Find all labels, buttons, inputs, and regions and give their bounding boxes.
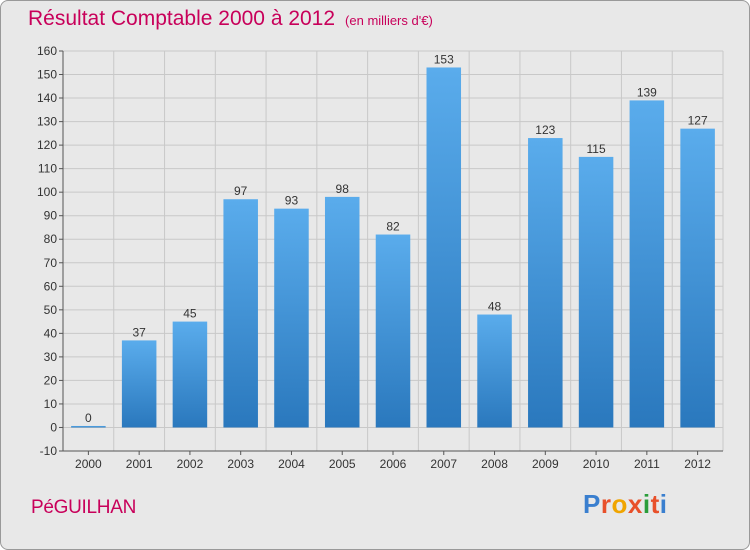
data-labels: 0 37 45 97 93 98 82 153 48 123 115 139 127: [85, 52, 708, 425]
y-tick-label: 160: [37, 44, 57, 58]
y-tick-label: 50: [44, 303, 58, 317]
x-tick-label: 2007: [430, 457, 457, 471]
logo-letter: P: [583, 489, 601, 519]
data-label: 82: [386, 220, 400, 234]
data-label: 139: [637, 85, 657, 99]
x-tick-label: 2001: [126, 457, 153, 471]
y-tick-label: 80: [44, 232, 58, 246]
data-label: 93: [285, 194, 299, 208]
x-tick-label: 2006: [380, 457, 407, 471]
chart-subtitle: (en milliers d'€): [345, 13, 433, 28]
y-tick-label: 100: [37, 185, 57, 199]
bar: [680, 128, 715, 428]
logo-letter: i: [659, 489, 668, 519]
data-label: 115: [587, 142, 606, 156]
bar: [223, 199, 258, 428]
x-tick-label: 2000: [75, 457, 102, 471]
data-label: 97: [234, 184, 248, 198]
chart-title-text: Résultat Comptable 2000 à 2012: [28, 7, 336, 30]
y-tick-label: 0: [50, 420, 57, 434]
bar: [528, 138, 563, 428]
data-label: 123: [535, 123, 555, 137]
bar: [121, 340, 157, 428]
x-tick-label: 2004: [278, 457, 305, 471]
logo-letter: r: [600, 489, 612, 519]
data-label: 127: [688, 114, 708, 128]
y-tick-label: 30: [44, 350, 58, 364]
bar: [71, 425, 106, 428]
data-label: 48: [488, 300, 502, 314]
y-tick-label: -10: [40, 444, 58, 458]
x-tick-label: 2005: [329, 457, 356, 471]
bar: [172, 321, 208, 428]
logo-letter: o: [611, 489, 628, 519]
data-label: 153: [434, 52, 454, 66]
x-tick-label: 2011: [634, 457, 660, 471]
x-tick-label: 2009: [532, 457, 559, 471]
y-tick-label: 110: [38, 162, 57, 176]
y-tick-label: 90: [44, 209, 58, 223]
bar: [274, 208, 309, 428]
proxiti-logo: Proxiti: [583, 489, 667, 520]
bar: [629, 100, 665, 428]
data-label: 0: [85, 411, 92, 425]
x-tick-label: 2008: [481, 457, 508, 471]
y-tick-label: 40: [44, 326, 58, 340]
bars: [71, 67, 715, 428]
logo-letter: i: [642, 489, 651, 519]
data-label: 98: [336, 182, 350, 196]
y-tick-label: 60: [44, 279, 58, 293]
bar: [578, 156, 614, 428]
y-tick-label: 140: [37, 91, 57, 105]
y-tick-label: 150: [37, 68, 57, 82]
x-tick-label: 2010: [583, 457, 610, 471]
commune-name: PéGUILHAN: [31, 497, 137, 518]
bar: [375, 234, 411, 428]
data-label: 45: [183, 307, 197, 321]
y-tick-label: 10: [44, 397, 58, 411]
x-tick-label: 2012: [684, 457, 711, 471]
y-tick-label: 70: [44, 256, 58, 270]
y-tick-label: 120: [37, 138, 57, 152]
bar: [426, 67, 462, 428]
bar: [477, 314, 512, 428]
data-label: 37: [132, 325, 146, 339]
y-tick-label: 20: [44, 373, 58, 387]
bar: [324, 196, 360, 428]
axes: -10 0 10 20 30 40 50 60 70 80 90 100 110 120 130 140 150…: [37, 44, 723, 471]
logo-letter: t: [650, 489, 660, 519]
logo-letter: x: [627, 489, 643, 519]
x-tick-label: 2002: [177, 457, 204, 471]
x-tick-label: 2003: [227, 457, 254, 471]
chart-title: Résultat Comptable 2000 à 2012 (en millie…: [28, 7, 433, 31]
y-tick-label: 130: [37, 115, 57, 129]
